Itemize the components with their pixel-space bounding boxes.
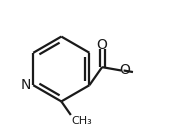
Text: CH₃: CH₃ bbox=[72, 116, 92, 126]
Text: N: N bbox=[20, 78, 31, 92]
Text: O: O bbox=[97, 38, 108, 52]
Text: O: O bbox=[119, 63, 130, 77]
